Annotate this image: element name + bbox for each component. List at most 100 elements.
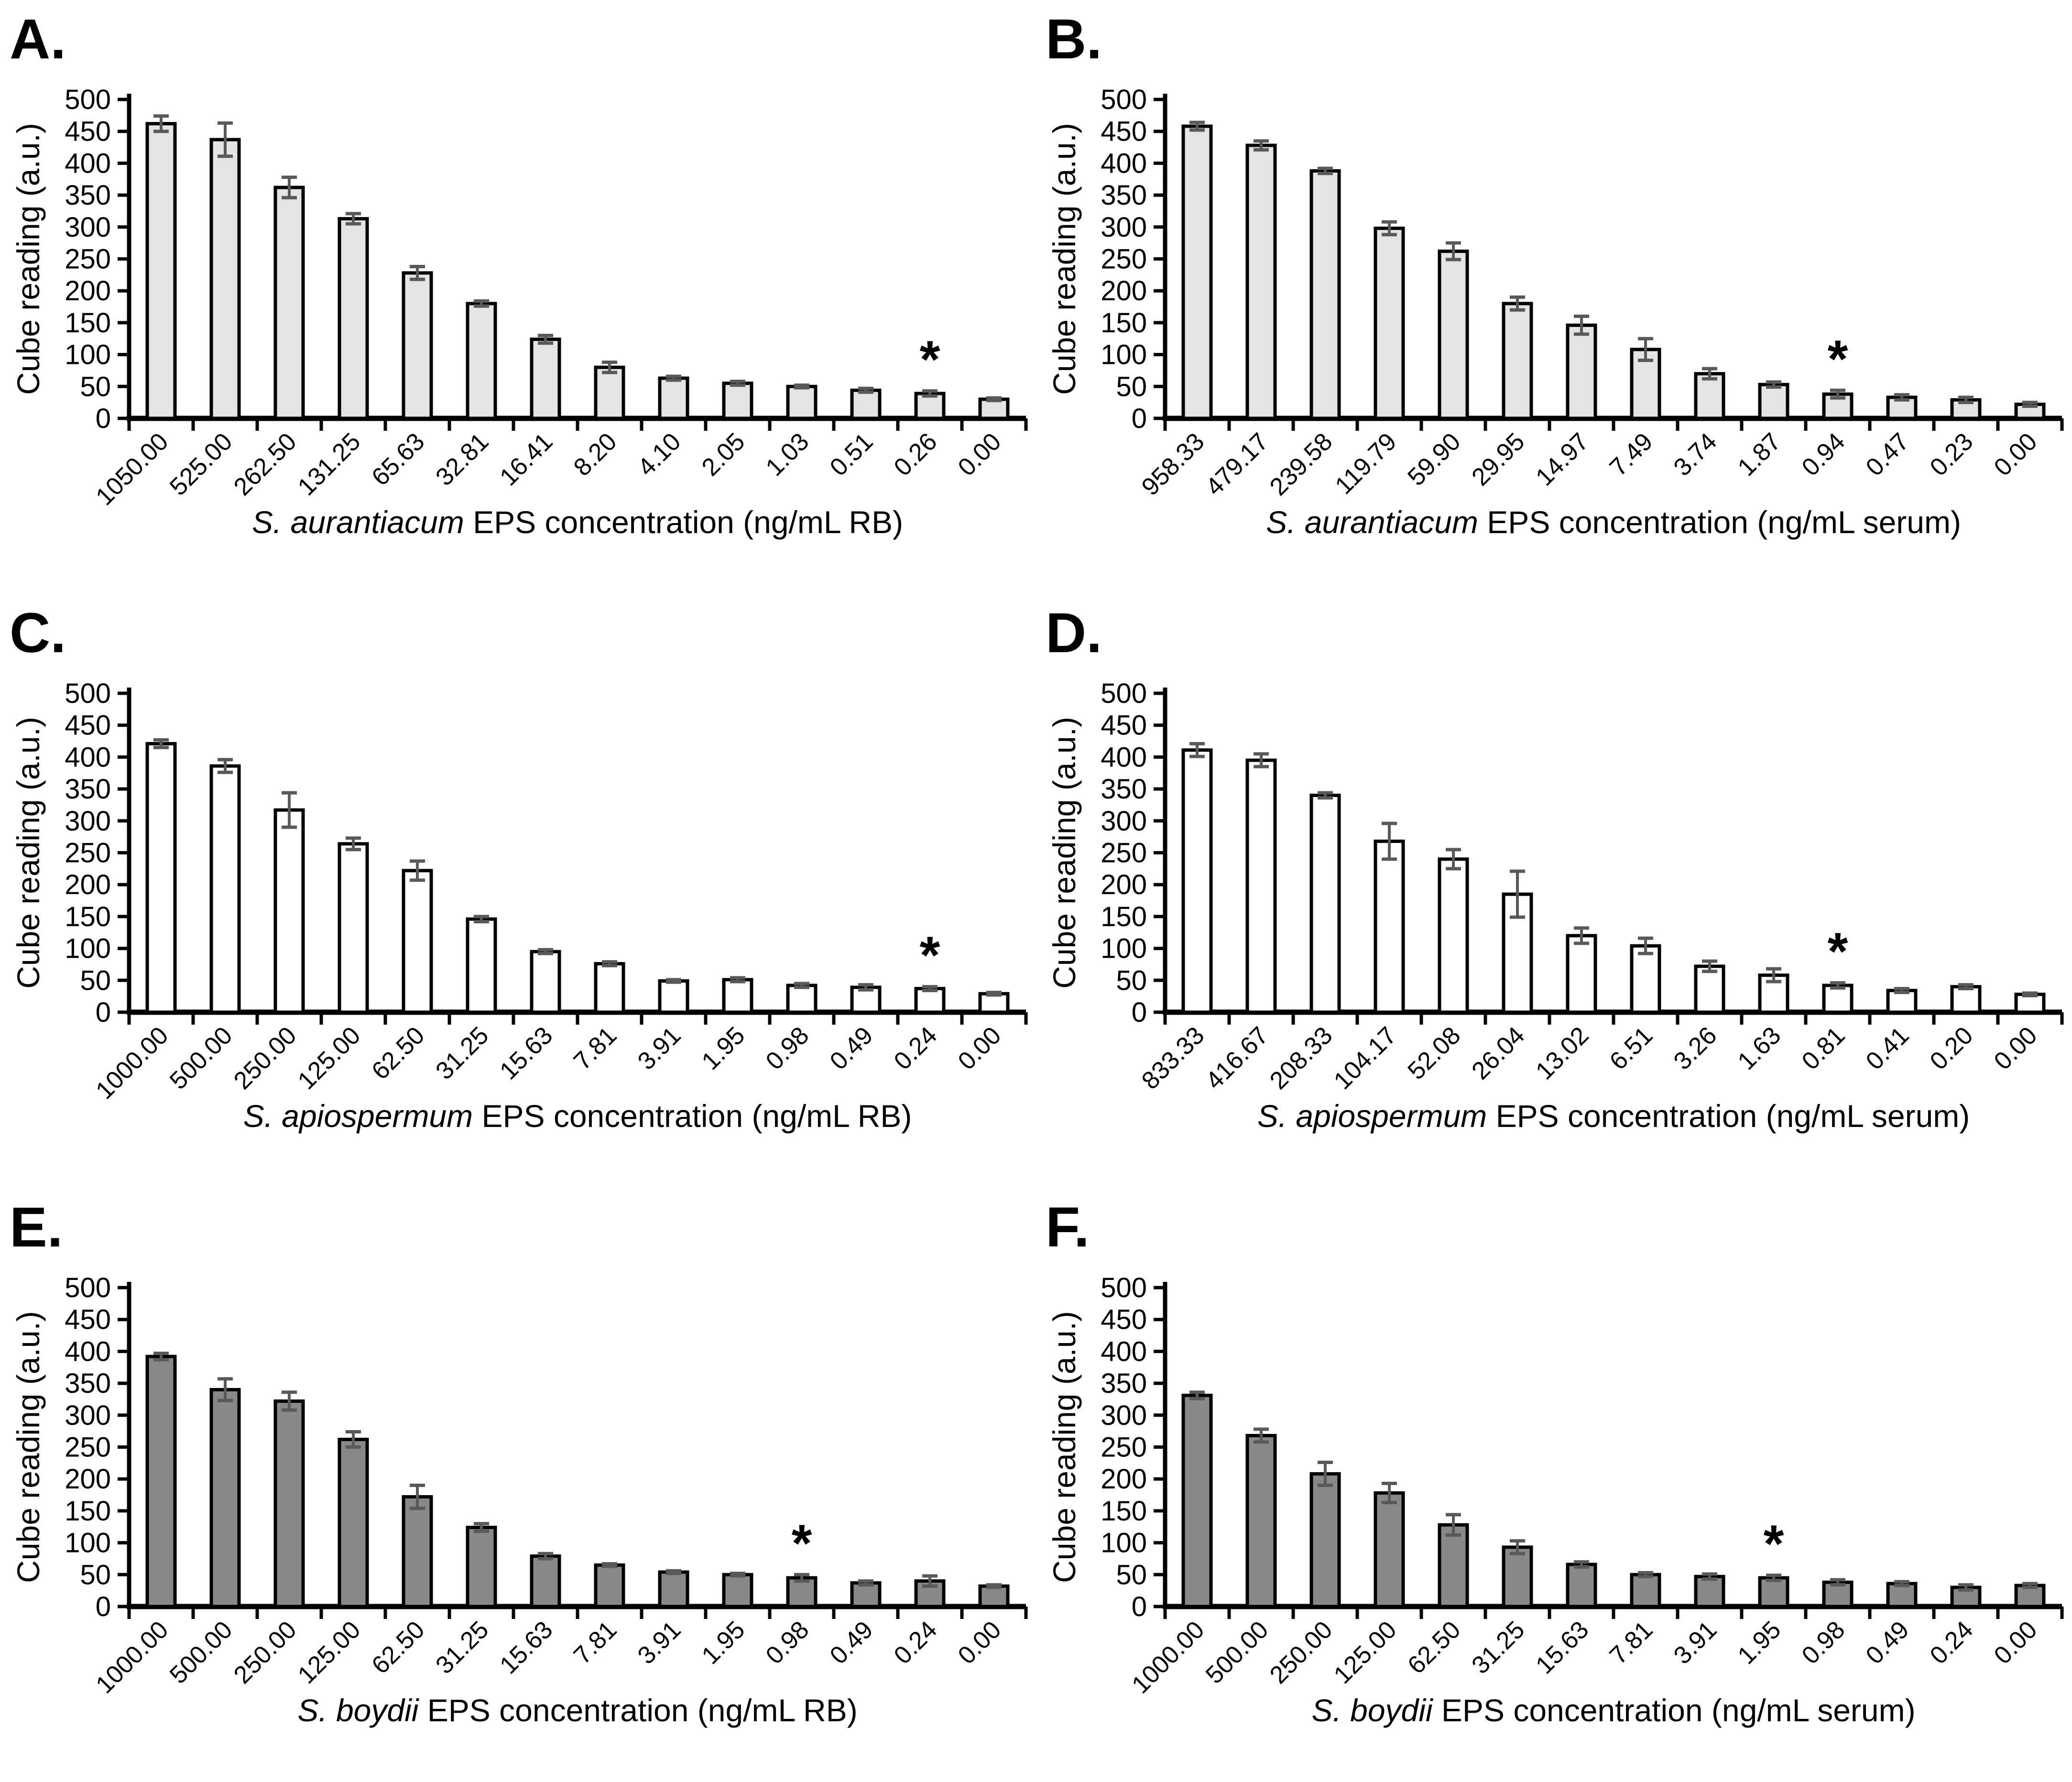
y-tick-label: 300: [65, 212, 111, 243]
x-tick-label: 62.50: [366, 1022, 430, 1085]
y-tick-label: 500: [65, 678, 111, 709]
bar: [273, 186, 305, 420]
x-tick-label: 0.49: [825, 1022, 879, 1076]
y-tick-label: 200: [65, 1464, 111, 1495]
bar: [1502, 1545, 1533, 1608]
x-tick-label: 1.03: [761, 427, 815, 481]
significance-asterisk: *: [792, 1514, 812, 1573]
x-tick-label: 208.33: [1265, 1022, 1338, 1095]
y-tick-label: 250: [65, 838, 111, 869]
y-tick-label: 50: [1116, 371, 1147, 402]
x-tick-label: 0.00: [1989, 1022, 2043, 1076]
x-tick-label: 0.98: [761, 1022, 815, 1076]
y-tick-label: 150: [65, 901, 111, 932]
bar: [530, 950, 561, 1014]
x-tick-label: 4.10: [633, 427, 687, 481]
x-tick-label: 1000.00: [1127, 1616, 1210, 1699]
x-tick-label: 15.63: [494, 1616, 558, 1679]
x-tick-label: 125.00: [293, 1616, 366, 1689]
x-tick-label: 15.63: [1530, 1616, 1594, 1679]
y-tick-label: 150: [1101, 901, 1147, 932]
y-tick-label: 200: [1101, 275, 1147, 306]
x-tick-label: 7.81: [568, 1616, 622, 1670]
x-tick-label: 65.63: [366, 427, 430, 491]
x-tick-label: 1000.00: [91, 1616, 174, 1699]
y-tick-label: 0: [96, 1591, 111, 1622]
x-tick-label: 0.20: [1925, 1022, 1979, 1076]
x-tick-label: 3.26: [1669, 1022, 1723, 1076]
bar: [1630, 1573, 1661, 1608]
bar: [1374, 226, 1405, 420]
bar: [978, 992, 1010, 1014]
y-tick-label: 100: [1101, 339, 1147, 371]
x-tick-label: 0.00: [953, 1022, 1007, 1076]
bar: [1181, 1393, 1213, 1608]
bar: [1694, 964, 1725, 1014]
y-tick-label: 250: [1101, 1432, 1147, 1463]
y-tick-label: 200: [1101, 1464, 1147, 1495]
x-axis-title: S. boydii EPS concentration (ng/mL serum…: [1311, 1693, 1915, 1728]
x-tick-label: 16.41: [494, 427, 558, 491]
x-tick-label: 0.00: [953, 427, 1007, 481]
y-tick-label: 50: [80, 965, 111, 996]
bar: [209, 138, 241, 420]
x-tick-label: 262.50: [229, 427, 302, 501]
bar: [1181, 124, 1213, 420]
x-tick-label: 59.90: [1402, 427, 1466, 491]
x-tick-label: 1.95: [1733, 1616, 1787, 1670]
x-tick-label: 0.49: [1861, 1616, 1915, 1670]
bar-chart-svg: A.Cube reading (a.u.)0501001502002503003…: [10, 8, 1028, 540]
y-tick-label: 150: [65, 307, 111, 339]
panel-letter: C.: [10, 601, 66, 665]
bar: [1245, 143, 1277, 420]
y-tick-label: 500: [1101, 678, 1147, 709]
bar: [1374, 1491, 1405, 1608]
bar: [1566, 934, 1597, 1014]
bar: [402, 1495, 433, 1608]
bar: [530, 1554, 561, 1608]
x-tick-label: 833.33: [1136, 1022, 1210, 1095]
x-tick-label: 0.00: [1989, 427, 2043, 481]
x-tick-label: 119.79: [1330, 427, 1402, 500]
bar: [338, 217, 369, 420]
bar: [338, 842, 369, 1014]
y-tick-label: 100: [65, 1527, 111, 1558]
x-tick-label: 0.24: [1925, 1616, 1979, 1670]
x-tick-label: 250.00: [229, 1616, 302, 1689]
y-tick-label: 150: [65, 1496, 111, 1527]
bar: [402, 271, 433, 420]
x-tick-label: 500.00: [164, 1022, 238, 1095]
bar-chart-svg: F.Cube reading (a.u.)0501001502002503003…: [1046, 1196, 2064, 1728]
x-tick-label: 62.50: [366, 1616, 430, 1679]
bar: [850, 388, 882, 420]
y-axis-label: Cube reading (a.u.): [1047, 717, 1082, 989]
x-tick-label: 3.91: [633, 1616, 687, 1670]
x-tick-label: 29.95: [1466, 427, 1530, 491]
x-tick-label: 0.41: [1861, 1022, 1915, 1076]
x-tick-label: 3.91: [1669, 1616, 1723, 1670]
panel-letter: F.: [1046, 1196, 1090, 1259]
x-axis-title: S. apiospermum EPS concentration (ng/mL …: [1257, 1098, 1970, 1134]
bar: [273, 1399, 305, 1608]
x-tick-label: 104.17: [1329, 1022, 1402, 1095]
y-tick-label: 300: [1101, 1399, 1147, 1431]
y-tick-label: 50: [1116, 1559, 1147, 1590]
bar: [1566, 323, 1597, 420]
x-tick-label: 1050.00: [91, 427, 174, 511]
significance-asterisk: *: [920, 926, 940, 985]
bar-chart-svg: D.Cube reading (a.u.)0501001502002503003…: [1046, 601, 2064, 1134]
y-tick-label: 0: [1132, 997, 1147, 1028]
bar: [1374, 840, 1405, 1014]
bar: [1502, 302, 1533, 420]
x-tick-label: 0.51: [825, 427, 879, 481]
x-tick-label: 250.00: [229, 1022, 302, 1095]
bar: [1309, 794, 1341, 1014]
y-tick-label: 500: [1101, 1272, 1147, 1303]
x-tick-label: 0.49: [825, 1616, 879, 1670]
y-axis-label: Cube reading (a.u.): [1047, 1311, 1082, 1583]
x-tick-label: 31.25: [430, 1022, 494, 1085]
bar-chart-svg: E.Cube reading (a.u.)0501001502002503003…: [10, 1196, 1028, 1728]
significance-asterisk: *: [1828, 329, 1848, 388]
y-tick-label: 450: [65, 116, 111, 147]
bar: [722, 382, 753, 420]
